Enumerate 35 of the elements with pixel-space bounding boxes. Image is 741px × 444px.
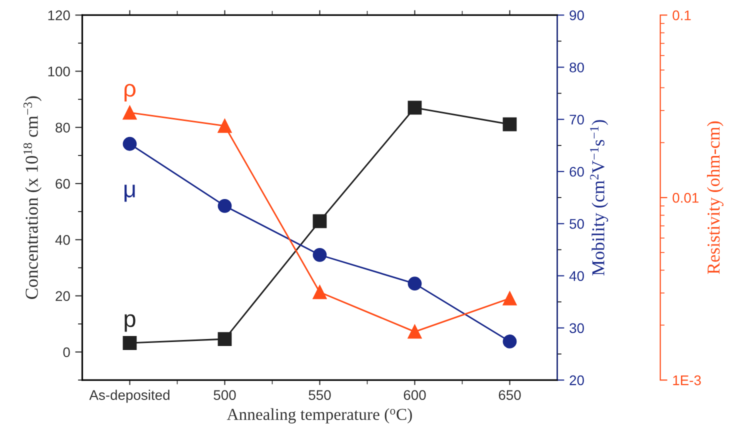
series-label: p — [124, 314, 136, 332]
y-tick-label: 60 — [56, 178, 70, 189]
point — [408, 324, 422, 339]
y2-tick-label: 60 — [570, 166, 584, 177]
y-tick-label: 100 — [48, 66, 70, 76]
x-tick-label: 600 — [404, 390, 426, 400]
y-tick-label: 80 — [56, 122, 70, 133]
y3-tick-label: 0.01 — [672, 192, 698, 203]
x-tick-label: As-deposited — [89, 390, 170, 403]
point — [218, 118, 232, 133]
y2-tick-label: 70 — [570, 114, 584, 125]
x-axis-title: Annealing temperature ($^{o}$C) — [226, 408, 412, 424]
y-tick-label: 40 — [55, 235, 70, 245]
y2-tick-label: 30 — [570, 323, 584, 334]
y-tick-label: 120 — [48, 10, 70, 20]
y2-tick-label: 50 — [570, 218, 584, 229]
x-tick-label: 500 — [214, 390, 236, 400]
y2-tick-label: 40 — [569, 271, 584, 281]
x-tick-label: 650 — [498, 390, 521, 400]
x-tick-label: 550 — [308, 390, 331, 400]
y2-axis-title: Mobility (cm$^{2}$V$^{−1}$s$^{−1}$) — [590, 120, 608, 276]
y-axis-title: Concentration (x 10$^{18}$ cm$^{−3}$) — [23, 96, 42, 299]
point — [122, 106, 137, 120]
point — [502, 292, 517, 306]
y-tick-label: 0 — [63, 347, 70, 358]
series-label: ρ — [124, 84, 136, 102]
y2-tick-label: 20 — [570, 375, 584, 386]
y-tick-label: 20 — [56, 291, 70, 302]
y3-tick-label: 0.1 — [672, 10, 691, 20]
point — [312, 285, 327, 300]
series-label: μ — [124, 184, 135, 202]
y3-axis-title: Resistivity (ohm-cm) — [707, 121, 724, 274]
y3-tick-label: 1E-3 — [673, 375, 701, 386]
y2-tick-label: 90 — [570, 10, 584, 20]
y2-tick-label: 80 — [570, 62, 584, 72]
